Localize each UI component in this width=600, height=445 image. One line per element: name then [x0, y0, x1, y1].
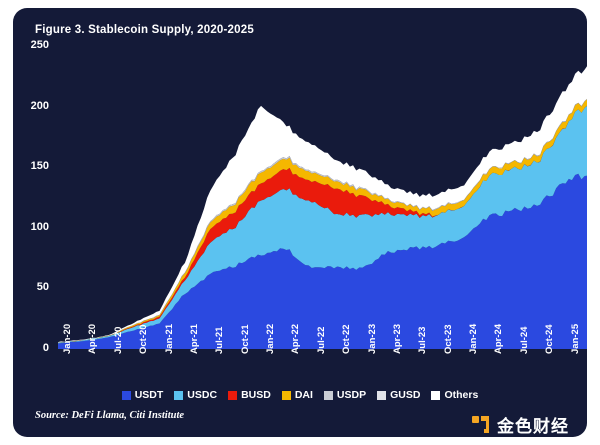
x-tick-label: Jul-20: [112, 326, 124, 354]
x-tick-label: Jan-25: [569, 323, 581, 354]
watermark-text: 金色财经: [497, 417, 569, 437]
legend-item-usdp[interactable]: USDP: [323, 389, 367, 401]
x-tick-label: Jul-23: [417, 326, 429, 354]
legend-item-usdt[interactable]: USDT: [121, 389, 164, 401]
legend-swatch-icon: [174, 390, 184, 400]
legend-label: USDT: [134, 389, 164, 401]
x-tick-label: Jul-21: [214, 326, 226, 354]
x-tick-label: Jan-20: [62, 323, 73, 354]
legend-label: USDC: [187, 389, 218, 401]
legend-label: BUSD: [241, 389, 271, 401]
legend-item-others[interactable]: Others: [431, 389, 478, 401]
y-tick-label: 100: [30, 220, 49, 233]
legend-swatch-icon: [121, 390, 131, 400]
x-tick-label: Oct-21: [239, 324, 251, 354]
legend-swatch-icon: [281, 390, 291, 400]
x-tick-label: Jul-22: [315, 326, 327, 354]
jinse-finance-logo-icon: [471, 415, 490, 434]
chart-card: Figure 3. Stablecoin Supply, 2020-2025 0…: [13, 8, 587, 437]
watermark: 金色财经: [471, 412, 569, 437]
legend-item-dai[interactable]: DAI: [281, 389, 313, 401]
legend-swatch-icon: [228, 390, 238, 400]
y-tick-label: 50: [36, 281, 49, 294]
x-tick-label: Apr-24: [493, 323, 505, 354]
x-tick-label: Jan-21: [163, 323, 175, 354]
y-tick-label: 150: [30, 160, 49, 173]
x-tick-label: Oct-23: [442, 324, 454, 354]
chart-legend: USDT USDC BUSD DAI USDP GUSD Others: [13, 389, 587, 401]
x-tick-label: Oct-20: [138, 324, 150, 354]
legend-swatch-icon: [323, 390, 333, 400]
x-tick-label: Oct-22: [341, 324, 353, 354]
x-tick-label: Apr-20: [87, 323, 99, 354]
area-series-usdc: [58, 105, 587, 344]
legend-label: USDP: [336, 389, 367, 401]
y-tick-label: 200: [30, 99, 49, 112]
legend-label: Others: [444, 389, 479, 401]
legend-swatch-icon: [431, 390, 441, 400]
x-tick-label: Jul-24: [518, 326, 530, 354]
chart-plot-area: [58, 46, 587, 349]
area-series-usdt: [58, 173, 587, 349]
x-tick-label: Jan-24: [468, 323, 480, 354]
source-note: Source: DeFi Llama, Citi Institute: [35, 410, 185, 421]
x-tick-label: Jan-22: [265, 323, 277, 354]
legend-swatch-icon: [377, 390, 387, 400]
x-tick-label: Apr-23: [391, 323, 403, 354]
x-tick-label: Oct-24: [544, 324, 556, 354]
x-tick-label: Apr-21: [188, 323, 200, 354]
y-tick-label: 0: [42, 342, 49, 354]
y-tick-label: 250: [30, 39, 49, 51]
legend-item-usdc[interactable]: USDC: [174, 389, 217, 401]
legend-item-gusd[interactable]: GUSD: [377, 389, 420, 401]
page-title: Figure 3. Stablecoin Supply, 2020-2025: [35, 24, 254, 36]
stacked-area-chart: [58, 66, 587, 349]
legend-label: GUSD: [390, 389, 421, 401]
x-tick-label: Jan-23: [366, 323, 378, 354]
legend-item-busd[interactable]: BUSD: [228, 389, 271, 401]
x-tick-label: Apr-22: [290, 323, 302, 354]
legend-label: DAI: [294, 389, 313, 401]
